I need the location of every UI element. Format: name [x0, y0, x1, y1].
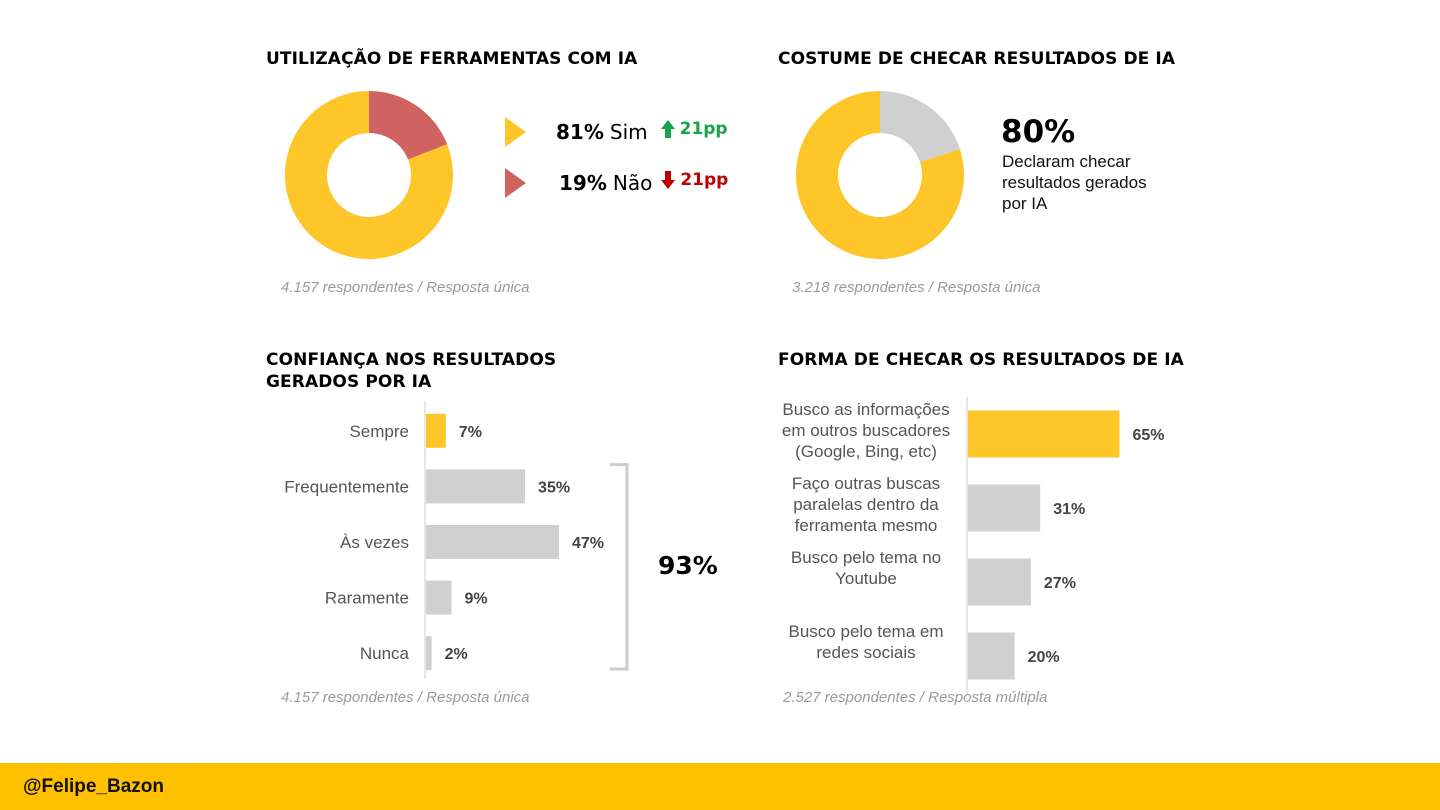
- legend-delta: 21pp: [660, 119, 728, 139]
- legend-item-sim: 81% Sim 21pp: [505, 117, 728, 147]
- trust-bar-3: [426, 580, 452, 615]
- check-method-bar-1: [968, 484, 1041, 532]
- usage-donut-slice-0: [285, 91, 453, 259]
- check-method-value-label: 31%: [1053, 501, 1085, 518]
- legend-delta-value: 21pp: [679, 119, 728, 139]
- usage-footnote: 4.157 respondentes / Resposta única: [281, 279, 530, 296]
- check-habit-footnote: 3.218 respondentes / Resposta única: [792, 279, 1041, 296]
- check-method-bar-3: [968, 632, 1015, 680]
- check-method-footnote: 2.527 respondentes / Resposta múltipla: [783, 689, 1048, 706]
- check-method-value-label: 20%: [1028, 649, 1060, 666]
- legend-triangle-icon: [505, 117, 526, 147]
- trust-category-label: Sempre: [349, 422, 409, 441]
- check-habit-donut-chart: [796, 91, 964, 259]
- trust-value-label: 7%: [459, 424, 482, 441]
- check-habit-big-value: 80%: [1001, 114, 1076, 150]
- check-habit-donut-slice-0: [796, 91, 964, 259]
- trust-category-label: Às vezes: [340, 533, 409, 552]
- trust-category-label: Nunca: [360, 644, 410, 663]
- trust-footnote: 4.157 respondentes / Resposta única: [281, 689, 530, 706]
- trust-value-label: 47%: [572, 535, 604, 552]
- trust-category-label: Frequentemente: [284, 477, 409, 496]
- check-method-bar-0: [968, 410, 1120, 458]
- trust-bar-2: [426, 525, 560, 559]
- check-method-value-label: 27%: [1044, 575, 1076, 592]
- check-method-bar-chart: Busco as informações em outros buscadores…: [782, 397, 1164, 695]
- footer-bar: @Felipe_Bazon: [0, 763, 1440, 810]
- trust-title: CONFIANÇA NOS RESULTADOS GERADOS POR IA: [266, 350, 557, 392]
- check-habit-description: Declaram checar resultados gerados por I…: [1002, 152, 1147, 213]
- legend-item-nao: 19% Não 21pp: [505, 168, 728, 198]
- trust-bar-0: [426, 413, 446, 448]
- check-method-category-label: Busco pelo tema em redes sociais: [789, 622, 944, 662]
- legend-delta: 21pp: [660, 170, 728, 190]
- legend-pct: 81%: [556, 120, 604, 144]
- trust-value-label: 9%: [464, 591, 487, 608]
- check-method-category-label: Faço outras buscas paralelas dentro da fer…: [792, 474, 940, 535]
- check-habit-donut-slice-1: [880, 91, 960, 163]
- legend-delta-value: 21pp: [680, 170, 729, 190]
- legend-triangle-icon: [505, 168, 526, 198]
- author-handle: @Felipe_Bazon: [23, 776, 164, 797]
- legend-pct: 19%: [559, 171, 607, 195]
- trust-bar-1: [426, 469, 526, 504]
- trust-value-label: 35%: [538, 479, 570, 496]
- legend-label: Sim: [609, 120, 648, 144]
- usage-donut-slice-1: [369, 91, 448, 160]
- trust-bar-chart: Sempre 7% Frequentemente 35% Às vezes 47% Rara…: [284, 401, 629, 679]
- check-habit-title: COSTUME DE CHECAR RESULTADOS DE IA: [778, 49, 1176, 69]
- trust-bracket-value: 93%: [658, 551, 718, 580]
- trust-bar-4: [426, 636, 432, 671]
- usage-donut-chart: [285, 91, 453, 259]
- check-method-category-label: Busco as informações em outros buscadores…: [782, 400, 950, 461]
- check-method-bar-2: [968, 558, 1031, 606]
- trust-bracket: [610, 463, 629, 671]
- arrow-down-icon: [661, 171, 676, 189]
- usage-title: UTILIZAÇÃO DE FERRAMENTAS COM IA: [266, 49, 638, 69]
- check-method-title: FORMA DE CHECAR OS RESULTADOS DE IA: [778, 350, 1184, 370]
- check-method-category-label: Busco pelo tema no Youtube: [791, 548, 941, 588]
- arrow-up-icon: [660, 120, 675, 138]
- trust-category-label: Raramente: [325, 589, 409, 608]
- check-method-value-label: 65%: [1132, 427, 1164, 444]
- legend-label: Não: [612, 171, 653, 195]
- trust-value-label: 2%: [445, 646, 468, 663]
